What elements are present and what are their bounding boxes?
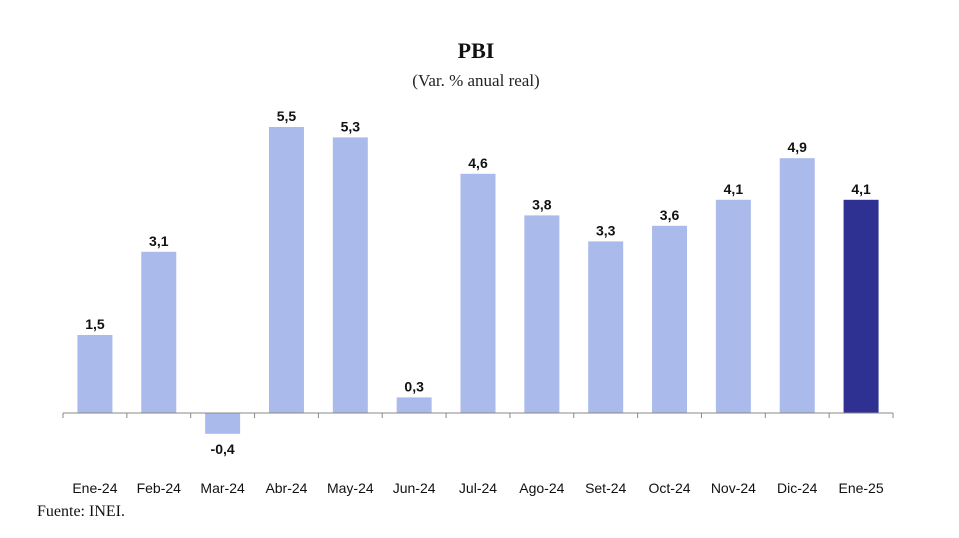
bar-set-24	[588, 241, 624, 413]
data-label: 4,1	[851, 181, 871, 197]
data-label: 5,5	[277, 108, 297, 124]
x-tick-label: Mar-24	[200, 480, 245, 496]
x-tick-label: Dic-24	[777, 480, 818, 496]
bar-abr-24	[268, 127, 304, 413]
chart-subtitle: (Var. % anual real)	[412, 71, 539, 90]
bar-nov-24	[715, 199, 751, 413]
data-label: 5,3	[341, 118, 361, 134]
data-label: 4,1	[724, 181, 744, 197]
bar-ene-25	[843, 199, 879, 413]
bar-ene-24	[77, 335, 113, 413]
x-tick-label: Nov-24	[711, 480, 756, 496]
x-tick-label: Feb-24	[137, 480, 182, 496]
x-tick-labels: Ene-24 Feb-24 Mar-24 Abr-24 May-24 Jun-24 Jul-…	[72, 480, 884, 496]
data-label: 1,5	[85, 316, 105, 332]
x-tick-label: Jul-24	[459, 480, 497, 496]
x-tick-label: Set-24	[585, 480, 626, 496]
x-axis	[62, 412, 894, 418]
bar-jul-24	[460, 173, 496, 413]
x-tick-label: Ago-24	[519, 480, 564, 496]
x-tick-label: Oct-24	[649, 480, 691, 496]
bar-feb-24	[141, 251, 177, 413]
data-label: -0,4	[211, 441, 235, 457]
bar-oct-24	[652, 225, 688, 413]
bar-ago-24	[524, 215, 560, 413]
data-label: 3,3	[596, 222, 616, 238]
bar-jun-24	[396, 397, 432, 413]
x-tick-label: May-24	[327, 480, 374, 496]
chart-title: PBI	[458, 38, 495, 63]
data-label: 3,8	[532, 196, 552, 212]
data-label: 4,6	[468, 155, 488, 171]
data-label: 3,1	[149, 233, 169, 249]
data-label: 0,3	[404, 378, 424, 394]
bar-mar-24	[205, 413, 241, 434]
bars-group	[77, 127, 879, 434]
data-label: 4,9	[787, 139, 807, 155]
bar-may-24	[332, 137, 368, 413]
data-label: 3,6	[660, 207, 680, 223]
x-tick-label: Jun-24	[393, 480, 436, 496]
x-tick-label: Ene-24	[72, 480, 117, 496]
x-tick-label: Ene-25	[838, 480, 883, 496]
x-tick-label: Abr-24	[265, 480, 307, 496]
data-labels: 1,5 3,1 -0,4 5,5 5,3 0,3 4,6 3,8 3,3 3,6 4,1 4,9 4,1	[85, 108, 871, 457]
source-note: Fuente: INEI.	[37, 503, 125, 520]
bar-dic-24	[779, 158, 815, 413]
